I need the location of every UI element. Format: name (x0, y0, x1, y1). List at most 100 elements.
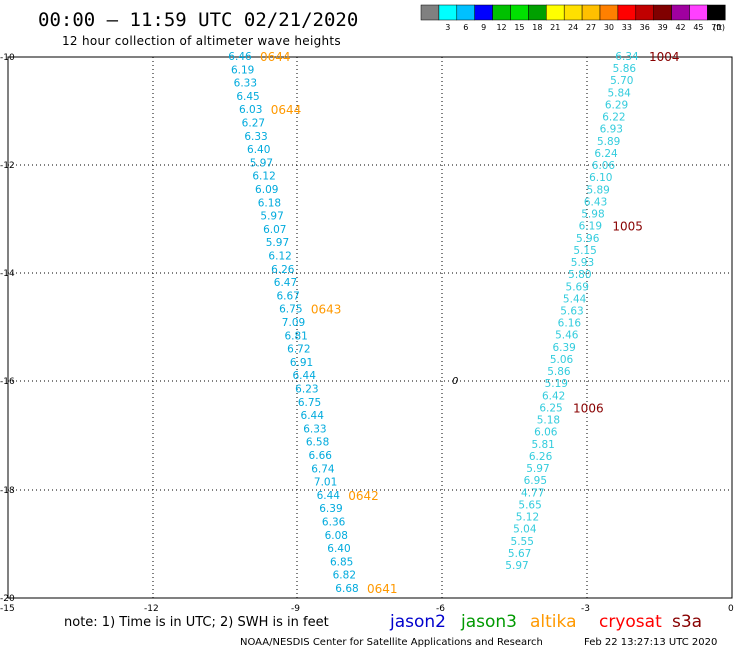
legend-swatch (563, 4, 583, 21)
wave-height-value: 6.40 (247, 144, 270, 156)
wave-height-value: 6.07 (263, 224, 286, 236)
wave-height-value: 5.97 (250, 157, 273, 169)
legend-swatch (492, 4, 511, 21)
lon-label-3: -3 (581, 604, 590, 614)
legend-swatch-label: 3 (445, 23, 450, 32)
corner-lon-label: -15 (0, 604, 15, 614)
wave-height-value: 6.44 (293, 370, 317, 382)
wave-height-value: 6.33 (244, 131, 267, 143)
wave-height-value: 6.40 (327, 543, 350, 555)
legend-swatch-label: 12 (496, 23, 506, 32)
lat-label-18: -18 (0, 486, 15, 496)
wave-height-value: 6.06 (534, 427, 558, 439)
legend-swatch-label: 15 (514, 23, 524, 32)
legend-swatch-label: 6 (463, 23, 468, 32)
lon-label-12: -12 (144, 604, 159, 614)
legend-swatch-label: 24 (568, 23, 578, 32)
legend-swatch-label: 42 (675, 23, 685, 32)
legend-swatch (617, 4, 637, 21)
wave-height-value: 5.93 (571, 257, 594, 269)
wave-height-value: 5.44 (563, 293, 587, 305)
legend-swatch (689, 4, 708, 21)
wave-height-value: 6.19 (579, 221, 602, 233)
wave-height-value: 6.47 (274, 277, 297, 289)
legend-swatch-label: 70 (711, 23, 721, 32)
wave-height-value: 6.22 (602, 112, 625, 124)
wave-height-value: 6.03 (239, 104, 262, 116)
wave-height-value: 6.68 (335, 583, 358, 595)
wave-height-value: 5.63 (560, 306, 583, 318)
wave-height-value: 5.86 (613, 63, 637, 75)
pass-time-label: 0641 (367, 582, 398, 596)
wave-height-value: 6.44 (301, 410, 325, 422)
pass-time-label: 1006 (573, 401, 604, 415)
map-frame (7, 56, 733, 599)
wave-height-value: 6.18 (258, 197, 281, 209)
pass-time-label: 0644 (271, 103, 302, 117)
legend-swatch-label: 36 (640, 23, 650, 32)
wave-height-value: 5.96 (576, 233, 600, 245)
legend-swatch-label: 9 (481, 23, 486, 32)
wave-height-value: 6.26 (271, 264, 295, 276)
wave-height-value: 5.89 (597, 136, 620, 148)
wave-height-value: 6.43 (584, 196, 607, 208)
wave-height-value: 6.72 (287, 344, 310, 356)
wave-height-value: 5.80 (568, 269, 591, 281)
wave-height-value: 6.24 (594, 148, 618, 160)
satellite-name: jason2 (389, 612, 446, 632)
wave-height-value: 6.26 (529, 451, 553, 463)
wave-height-value: 5.19 (545, 378, 568, 390)
wave-height-value: 6.10 (589, 172, 612, 184)
legend-swatch (635, 4, 654, 21)
wave-height-value: 6.19 (231, 64, 254, 76)
wave-height-value: 6.08 (325, 530, 348, 542)
wave-height-value: 6.46 (228, 51, 252, 63)
legend-swatch-label: 39 (658, 23, 668, 32)
legend-swatch (546, 4, 565, 21)
satellite-name: s3a (672, 612, 702, 632)
wave-height-value: 5.12 (516, 512, 539, 524)
wave-height-value: 6.85 (330, 556, 353, 568)
wave-height-value: 5.97 (526, 463, 549, 475)
lon-label-9: -9 (291, 604, 300, 614)
wave-height-value: 6.67 (276, 290, 299, 302)
legend-swatch (510, 4, 529, 21)
pass-time-label: 0643 (311, 303, 342, 317)
generated-timestamp: Feb 22 13:27:13 UTC 2020 (584, 637, 717, 648)
map-subtitle: 12 hour collection of altimeter wave hei… (62, 34, 341, 48)
legend-swatch-label: 33 (622, 23, 632, 32)
wave-height-value: 7.09 (282, 317, 305, 329)
credit-text: NOAA/NESDIS Center for Satellite Applica… (240, 637, 543, 648)
origin-marker: 0 (452, 376, 458, 387)
wave-height-value: 6.75 (279, 304, 302, 316)
wave-height-value: 5.98 (581, 209, 604, 221)
wave-height-value: 5.46 (555, 330, 579, 342)
wave-height-value: 5.55 (511, 536, 534, 548)
wave-height-value: 6.09 (255, 184, 278, 196)
legend-swatch (671, 4, 690, 21)
color-scale-legend: 3 6 9 12 15 18 21 24 27 30 33 36 39 42 45 70 (420, 4, 726, 32)
wave-height-value: 5.70 (610, 75, 633, 87)
satellite-name: jason3 (460, 612, 517, 632)
legend-swatch-label: 18 (532, 23, 542, 32)
wave-height-value: 6.81 (284, 330, 307, 342)
wave-height-value: 5.04 (513, 524, 537, 536)
wave-height-value: 6.74 (311, 463, 335, 475)
legend-swatch (474, 4, 493, 21)
map-grid (8, 57, 732, 598)
wave-height-value: 5.18 (537, 415, 560, 427)
wave-height-value: 6.58 (306, 437, 329, 449)
wave-height-value: 4.77 (521, 487, 544, 499)
wave-height-value: 6.45 (236, 91, 259, 103)
wave-height-value: 6.42 (542, 390, 565, 402)
legend-swatch-label: 21 (550, 23, 560, 32)
legend-swatch (420, 4, 440, 21)
legend-swatch (707, 4, 726, 21)
wave-height-value: 6.23 (295, 384, 318, 396)
wave-height-value: 6.91 (290, 357, 313, 369)
altimeter-track-right: 6.345.865.705.846.296.226.935.896.246.06… (505, 50, 679, 572)
satellite-name: altika (530, 612, 577, 632)
lon-label-0: 0 (728, 604, 734, 614)
